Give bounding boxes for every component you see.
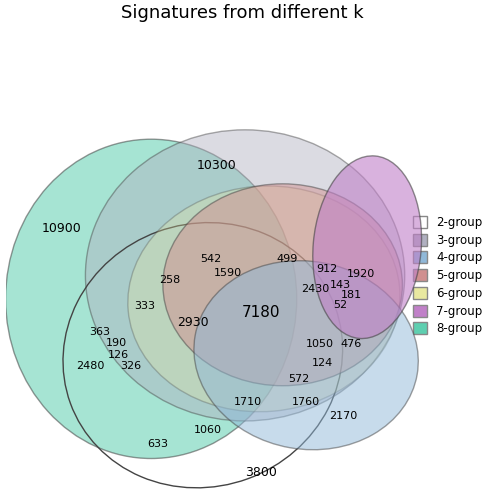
Text: 912: 912: [316, 264, 337, 274]
Ellipse shape: [194, 261, 418, 450]
Text: 326: 326: [120, 361, 141, 371]
Text: 181: 181: [341, 290, 362, 300]
Text: 633: 633: [147, 439, 168, 450]
Text: 499: 499: [277, 255, 298, 265]
Ellipse shape: [85, 130, 405, 421]
Title: Signatures from different k: Signatures from different k: [121, 4, 363, 22]
Text: 2430: 2430: [301, 284, 330, 294]
Text: 1060: 1060: [194, 425, 221, 435]
Text: 126: 126: [108, 350, 129, 360]
Text: 1710: 1710: [234, 397, 262, 407]
Text: 2170: 2170: [330, 411, 358, 421]
Ellipse shape: [313, 156, 421, 339]
Text: 10900: 10900: [42, 222, 82, 235]
Text: 7180: 7180: [242, 305, 280, 321]
Text: 363: 363: [89, 327, 110, 337]
Text: 542: 542: [200, 255, 221, 265]
Ellipse shape: [163, 184, 402, 386]
Text: 1590: 1590: [214, 269, 242, 279]
Text: 258: 258: [159, 275, 180, 285]
Legend: 2-group, 3-group, 4-group, 5-group, 6-group, 7-group, 8-group: 2-group, 3-group, 4-group, 5-group, 6-gr…: [409, 212, 486, 339]
Text: 2930: 2930: [177, 316, 209, 329]
Text: 10300: 10300: [197, 159, 237, 172]
Text: 190: 190: [106, 338, 127, 348]
Text: 1760: 1760: [292, 397, 320, 407]
Ellipse shape: [128, 186, 400, 412]
Text: 476: 476: [341, 339, 362, 349]
Text: 333: 333: [134, 301, 155, 311]
Text: 1920: 1920: [346, 270, 374, 279]
Text: 52: 52: [333, 300, 347, 310]
Text: 124: 124: [311, 358, 333, 368]
Text: 143: 143: [330, 280, 351, 290]
Text: 2480: 2480: [76, 361, 104, 371]
Ellipse shape: [6, 139, 297, 459]
Text: 572: 572: [288, 373, 309, 384]
Text: 1050: 1050: [306, 339, 334, 349]
Text: 3800: 3800: [245, 466, 277, 479]
